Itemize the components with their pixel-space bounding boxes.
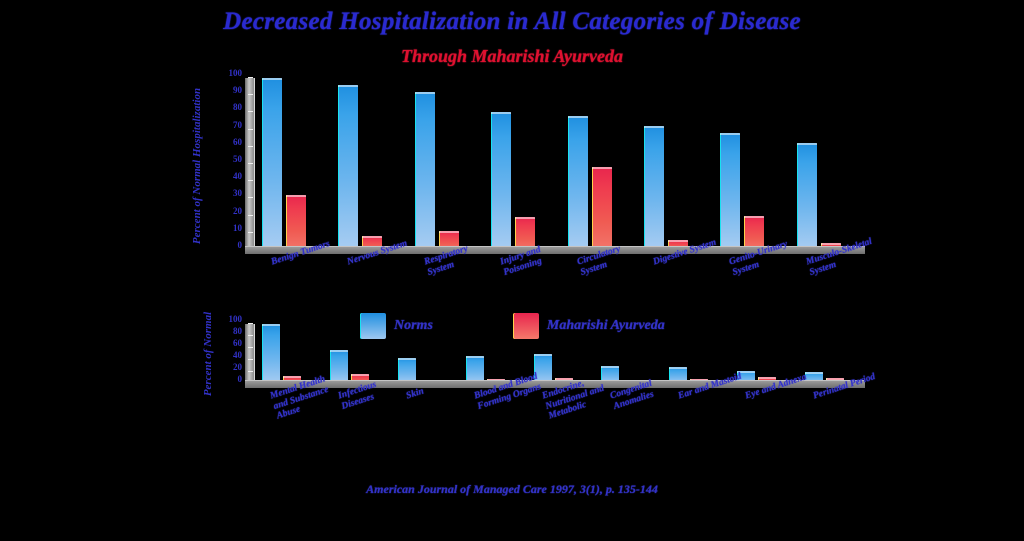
y-axis-tick-label: 0 <box>237 240 243 250</box>
y-axis-tick-label: 100 <box>228 68 243 78</box>
legend-label-maharishi-ayurveda: Maharishi Ayurveda <box>546 318 665 333</box>
y-axis: 0 10 20 30 40 50 60 70 80 90 100 <box>229 68 255 250</box>
bar-group <box>262 78 306 250</box>
bar-maharishi-ayurveda <box>438 231 459 250</box>
y-axis-tick <box>248 197 253 199</box>
y-axis-tick-label: 80 <box>233 102 242 113</box>
chart-legend: Norms Maharishi Ayurveda <box>360 313 665 339</box>
legend-item-norms: Norms <box>360 313 433 339</box>
y-axis-tick-label: 50 <box>233 154 242 164</box>
bar-norms <box>465 355 484 384</box>
y-axis-title-secondary: Percent of Normal <box>202 311 214 397</box>
y-axis-tick <box>248 214 253 216</box>
bar-norms <box>796 143 817 250</box>
y-axis-tick <box>248 180 253 182</box>
source-citation: American Journal of Managed Care 1997, 3… <box>366 482 658 496</box>
chart-disease-categories: Percent of Normal Hospitalization 0 10 20 3… <box>175 68 890 292</box>
x-axis-baseline <box>245 246 865 254</box>
x-axis-baseline-secondary <box>245 380 865 388</box>
y-axis-tick <box>248 128 253 130</box>
y-axis-tick-label: 60 <box>233 136 242 147</box>
y-axis-tick-label: 40 <box>233 171 242 182</box>
y-axis-tick-label: 90 <box>233 85 242 96</box>
bar-norms <box>567 115 588 250</box>
bar-norms <box>720 133 741 250</box>
y-axis-tick <box>248 347 253 348</box>
page-title: Decreased Hospitalization in All Categor… <box>223 8 801 35</box>
bar-norms <box>414 91 435 250</box>
bar-norms <box>397 357 416 384</box>
y-axis-tick <box>248 231 253 233</box>
bar-group <box>329 324 369 384</box>
bar-maharishi-ayurveda <box>350 373 369 384</box>
y-axis-tick-label: 60 <box>233 338 242 348</box>
y-axis-tick <box>248 94 253 96</box>
y-axis-tick-label: 10 <box>233 222 242 233</box>
bar-norms <box>262 78 282 250</box>
y-axis-tick-label: 40 <box>233 350 242 360</box>
legend-item-maharishi-ayurveda: Maharishi Ayurveda <box>512 313 665 339</box>
bar-norms <box>338 84 359 250</box>
bar-group <box>796 78 841 250</box>
bars-container-secondary <box>254 324 865 384</box>
bar-maharishi-ayurveda <box>667 239 688 250</box>
y-axis-tick-label: 70 <box>233 119 242 130</box>
bar-group <box>643 78 688 250</box>
y-axis-tick <box>248 335 253 336</box>
bars-container <box>254 78 865 250</box>
bar-group <box>720 78 765 250</box>
legend-swatch-norms-icon <box>360 313 386 339</box>
y-axis-tick <box>248 77 253 78</box>
y-axis-tick <box>248 111 253 113</box>
legend-label-norms: Norms <box>394 318 433 333</box>
y-axis-tick <box>248 359 253 360</box>
bar-norms <box>491 112 512 250</box>
bar-norms <box>669 367 688 384</box>
bar-maharishi-ayurveda <box>591 167 612 250</box>
bar-group <box>414 78 459 250</box>
y-axis-tick <box>248 323 253 324</box>
y-axis-tick-label: 30 <box>233 188 242 199</box>
legend-swatch-ayurveda-icon <box>512 313 539 339</box>
y-axis-tick <box>248 371 253 372</box>
bar-norms <box>262 324 280 384</box>
page-subtitle: Through Maharishi Ayurveda <box>400 46 624 66</box>
bar-group <box>262 324 301 384</box>
bar-group <box>567 78 612 250</box>
bar-maharishi-ayurveda <box>286 194 306 250</box>
chart-age-and-other-categories: Percent of Normal 0 20 40 60 80 100 Mental He… <box>175 312 890 440</box>
plot-area: 0 10 20 30 40 50 60 70 80 90 100 <box>229 68 865 254</box>
plot-area-secondary: 0 20 40 60 80 100 <box>229 314 865 388</box>
y-axis-tick <box>248 145 253 147</box>
bar-norms <box>329 350 348 384</box>
bar-norms <box>601 366 620 384</box>
y-axis-tick-label: 0 <box>237 374 243 384</box>
bar-maharishi-ayurveda <box>515 217 536 250</box>
y-axis-tick-label: 80 <box>233 326 242 336</box>
bar-norms <box>643 126 664 250</box>
y-axis-tick-label: 100 <box>228 314 243 324</box>
bar-group <box>338 78 383 250</box>
y-axis-title: Percent of Normal Hospitalization <box>191 87 203 245</box>
bar-group <box>491 78 536 250</box>
y-axis-tick <box>248 163 253 164</box>
y-axis-tick-label: 20 <box>233 362 242 372</box>
y-axis-tick-label: 20 <box>233 205 242 216</box>
bar-norms <box>533 354 552 384</box>
bar-maharishi-ayurveda <box>744 215 765 250</box>
